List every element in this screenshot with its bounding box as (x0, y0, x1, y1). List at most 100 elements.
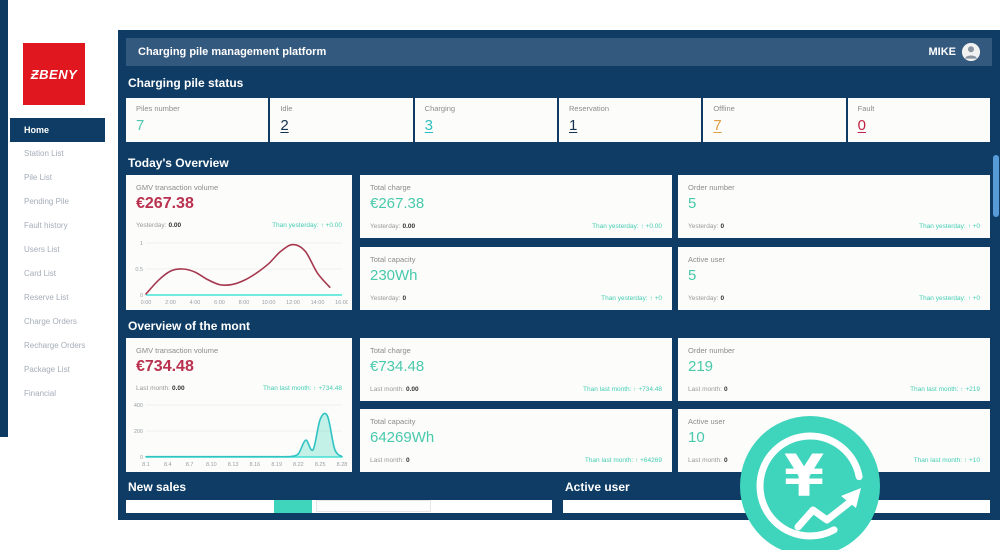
card-label: Order number (688, 183, 735, 192)
svg-text:10:00: 10:00 (262, 300, 276, 306)
status-card-reservation[interactable]: Reservation 1 (558, 98, 702, 142)
svg-text:400: 400 (134, 403, 143, 409)
today-total-capacity-card: Total capacity 230Wh Yesterday: 0 Than ye… (360, 247, 672, 310)
card-label: Active user (688, 417, 726, 426)
svg-text:2:00: 2:00 (165, 300, 176, 306)
status-card-idle[interactable]: Idle 2 (270, 98, 413, 142)
svg-text:0.5: 0.5 (135, 267, 143, 273)
card-value: 10 (688, 429, 705, 446)
main-panel: Charging pile management platform MIKE C… (118, 30, 1000, 550)
status-value[interactable]: 2 (280, 117, 289, 134)
sidebar-item-fault-history[interactable]: Fault history (24, 221, 68, 230)
sidebar-item-reserve-list[interactable]: Reserve List (24, 293, 69, 302)
svg-text:16:00: 16:00 (335, 300, 348, 306)
status-label: Piles number (136, 104, 180, 113)
status-label: Fault (857, 104, 875, 113)
svg-text:0: 0 (140, 455, 143, 461)
sidebar-item-pending-pile[interactable]: Pending Pile (24, 197, 69, 206)
card-meta: Yesterday: 0.00 Than yesterday: ↑ +0.00 (136, 222, 342, 229)
status-card-charging[interactable]: Charging 3 (414, 98, 557, 142)
sidebar-item-card-list[interactable]: Card List (24, 269, 57, 278)
card-label: GMV transaction volume (136, 346, 219, 355)
status-label: Charging (424, 104, 456, 113)
sidebar-item-recharge-orders[interactable]: Recharge Orders (24, 341, 86, 350)
card-value: 5 (688, 267, 697, 284)
new-sales-card (126, 500, 552, 513)
status-card-fault[interactable]: Fault 0 (847, 98, 990, 142)
month-gmv-chart: 0 200 400 8.1 8.4 8.7 8.10 8.13 8.16 8.19 8.22 8.25… (134, 403, 348, 468)
svg-text:¥: ¥ (784, 442, 824, 510)
sidebar-item-home[interactable]: Home (10, 118, 105, 142)
card-meta: Last month: 0.00 Than last month: ↑ +734.… (136, 385, 342, 392)
svg-text:8.10: 8.10 (206, 462, 217, 468)
sidebar-item-financial[interactable]: Financial (24, 389, 57, 398)
card-value: 5 (688, 195, 697, 212)
svg-text:6:00: 6:00 (214, 300, 225, 306)
section-title-today: Today's Overview (128, 156, 229, 170)
status-card-offline[interactable]: Offline 7 (703, 98, 846, 142)
sidebar-item-station-list[interactable]: Station List (24, 149, 64, 158)
topbar: Charging pile management platform MIKE (126, 38, 992, 66)
today-order-number-card: Order number 5 Yesterday: 0 Than yesterda… (678, 175, 990, 238)
status-card-piles-number[interactable]: Piles number 7 (126, 98, 269, 142)
status-value[interactable]: 3 (424, 117, 433, 134)
brand-logo-text: ƵBENY (30, 66, 78, 82)
status-value[interactable]: 7 (136, 117, 145, 134)
card-meta: Last month: 0 Than last month: ↑ +10 (688, 457, 980, 464)
status-label: Offline (713, 104, 735, 113)
card-meta: Yesterday: 0 Than yesterday: ↑ +0 (688, 295, 980, 302)
today-total-charge-card: Total charge €267.38 Yesterday: 0.00 Than… (360, 175, 672, 238)
svg-text:4:00: 4:00 (190, 300, 201, 306)
card-label: Total capacity (370, 417, 416, 426)
today-gmv-chart: 00.510:00 2:00 4:00 6:00 8:00 10:00 12:00 14:00… (135, 241, 348, 306)
sidebar-item-package-list[interactable]: Package List (24, 365, 70, 374)
section-title-status: Charging pile status (128, 76, 244, 90)
brand-logo: ƵBENY (23, 43, 85, 105)
status-label: Reservation (568, 104, 610, 113)
section-title-active-user: Active user (565, 480, 630, 494)
section-title-new-sales: New sales (128, 480, 187, 494)
card-label: Order number (688, 346, 735, 355)
svg-text:200: 200 (134, 429, 143, 435)
svg-text:12:00: 12:00 (286, 300, 300, 306)
section-title-month: Overview of the mont (128, 319, 251, 333)
svg-text:8.7: 8.7 (186, 462, 194, 468)
card-meta: Yesterday: 0 Than yesterday: ↑ +0 (370, 295, 662, 302)
card-value: €267.38 (136, 195, 194, 212)
status-value[interactable]: 7 (713, 117, 722, 134)
sidebar-item-pile-list[interactable]: Pile List (24, 173, 53, 182)
sidebar-item-users-list[interactable]: Users List (24, 245, 60, 254)
svg-text:8.13: 8.13 (228, 462, 239, 468)
card-meta: Yesterday: 0 Than yesterday: ↑ +0 (688, 223, 980, 230)
currency-trend-icon: ¥ (740, 416, 880, 550)
card-label: Total capacity (370, 255, 416, 264)
status-label: Idle (280, 104, 293, 113)
sidebar-item-charge-orders[interactable]: Charge Orders (24, 317, 77, 326)
svg-text:8.28: 8.28 (337, 462, 348, 468)
status-value[interactable]: 1 (568, 117, 578, 134)
svg-text:8.22: 8.22 (293, 462, 304, 468)
month-total-capacity-card: Total capacity 64269Wh Last month: 0 Than… (360, 409, 672, 472)
month-gmv-card: GMV transaction volume €734.48 Last mont… (126, 338, 352, 472)
month-total-charge-card: Total charge €734.48 Last month: 0.00 Tha… (360, 338, 672, 401)
svg-text:8:00: 8:00 (239, 300, 250, 306)
today-active-user-card: Active user 5 Yesterday: 0 Than yesterday… (678, 247, 990, 310)
svg-text:0:00: 0:00 (141, 300, 152, 306)
card-label: GMV transaction volume (136, 183, 219, 192)
card-value: 230Wh (370, 267, 418, 284)
status-row: Piles number 7 Idle 2 Charging 3 Reserva… (126, 98, 990, 142)
status-value[interactable]: 0 (857, 117, 866, 134)
svg-text:8.16: 8.16 (250, 462, 261, 468)
vertical-scrollbar-thumb[interactable] (993, 155, 999, 217)
card-value: 219 (688, 358, 714, 375)
sidebar-menu: Home Station List Pile List Pending Pile… (10, 118, 105, 406)
svg-text:8.25: 8.25 (315, 462, 326, 468)
user-menu[interactable]: MIKE (929, 43, 980, 61)
card-label: Total charge (370, 346, 411, 355)
app-title: Charging pile management platform (138, 46, 327, 58)
svg-text:8.19: 8.19 (271, 462, 282, 468)
today-gmv-card: GMV transaction volume €267.38 Yesterday… (126, 175, 352, 310)
new-sales-tab-button[interactable] (274, 500, 312, 513)
card-value: 64269Wh (370, 429, 435, 446)
